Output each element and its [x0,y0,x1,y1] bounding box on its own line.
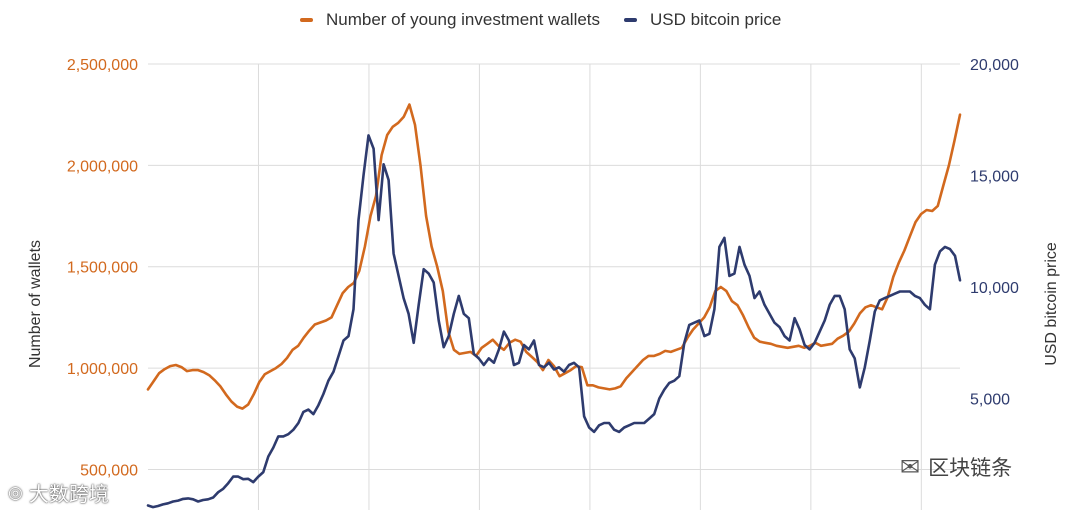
right-tick-label: 5,000 [970,392,1010,409]
right-tick-label: 20,000 [970,57,1019,74]
watermark-right: ✉ 区块链条 [900,452,1012,482]
watermark-left: ◎ 大数跨境 [8,478,109,507]
legend-label-price: USD bitcoin price [650,10,782,29]
legend-item-price[interactable]: USD bitcoin price [624,10,781,30]
grid [148,63,960,510]
wallets-series-line [146,103,962,410]
legend-swatch-wallets [300,18,313,22]
left-axis-title: Number of wallets [27,239,45,369]
watermark-left-text: 大数跨境 [28,484,109,506]
series-lines [146,103,962,509]
right-tick-label: 10,000 [970,280,1019,297]
legend-label-wallets: Number of young investment wallets [326,10,601,29]
price-series-line [146,134,962,509]
left-tick-label: 1,500,000 [67,260,138,277]
right-axis: 5,000 10,000 15,000 20,000 [970,57,1019,409]
wechat-icon: ✉ [900,453,921,481]
legend-swatch-price [624,18,638,22]
legend-item-wallets[interactable]: Number of young investment wallets [300,10,600,30]
legend: Number of young investment wallets USD b… [300,10,805,30]
left-tick-label: 500,000 [80,462,138,479]
watermark-logo-icon: ◎ [8,482,23,502]
left-tick-label: 1,000,000 [67,361,138,378]
right-tick-label: 15,000 [970,169,1019,186]
left-tick-label: 2,000,000 [67,158,138,175]
left-axis: 500,000 1,000,000 1,500,000 2,000,000 2,500,… [67,57,138,479]
left-tick-label: 2,500,000 [67,57,138,74]
watermark-right-text: 区块链条 [928,457,1013,480]
right-axis-title: USD bitcoin price [1042,242,1060,366]
